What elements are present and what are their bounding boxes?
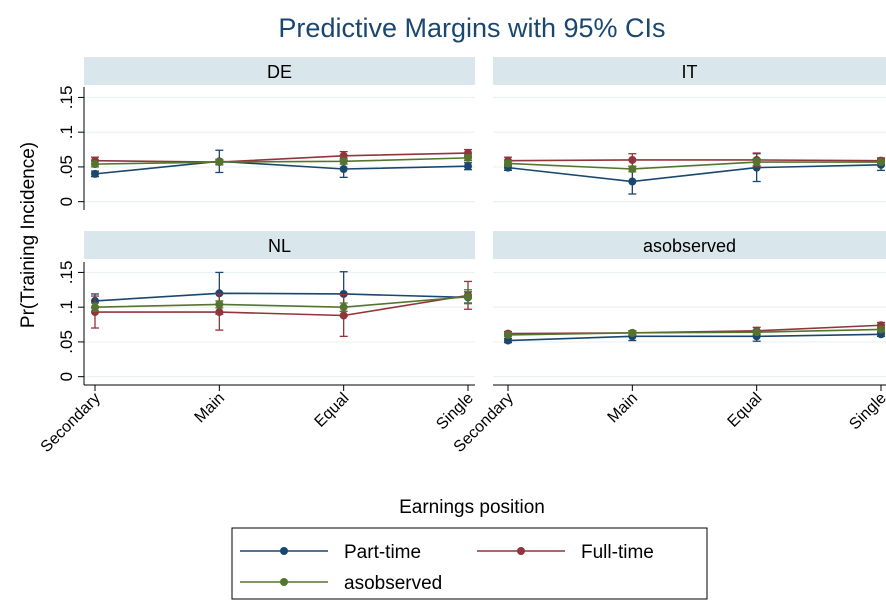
marker [339, 157, 348, 166]
marker [339, 311, 348, 320]
marker [504, 336, 512, 345]
panel-title: IT [682, 62, 698, 82]
marker [215, 289, 224, 298]
y-tick-label: .05 [57, 330, 76, 354]
panel-title: asobserved [643, 236, 736, 256]
marker [628, 177, 637, 186]
series-line [94, 160, 469, 175]
panel-header [84, 231, 475, 259]
panel-header [493, 231, 886, 259]
series-line [94, 295, 469, 308]
legend-label: asobserved [344, 573, 442, 594]
marker [877, 325, 885, 334]
panel-header [493, 57, 886, 85]
y-tick-label: .1 [57, 125, 76, 139]
series-line [94, 292, 469, 302]
marker [752, 328, 761, 337]
panel-title: NL [268, 236, 291, 256]
y-tick-label: 0 [57, 197, 76, 206]
marker [628, 155, 637, 164]
panel-title: DE [267, 62, 292, 82]
legend-marker [280, 578, 288, 586]
marker [464, 292, 472, 301]
legend-label: Full-time [581, 542, 654, 563]
series-line [94, 152, 469, 163]
legend-box [231, 527, 708, 600]
y-axis-label: Pr(Training Incidence) [18, 142, 39, 328]
marker [339, 165, 348, 173]
series-line [507, 164, 882, 183]
marker [877, 158, 885, 167]
marker [464, 162, 472, 171]
series-line [507, 161, 881, 170]
series-line [507, 328, 882, 336]
marker [464, 153, 472, 162]
marker [339, 151, 348, 160]
marker [504, 159, 512, 168]
y-tick-label: .15 [57, 261, 76, 285]
y-tick-label: .1 [57, 300, 76, 314]
marker [504, 330, 512, 339]
marker [215, 300, 224, 309]
y-tick-label: .15 [57, 86, 76, 110]
marker [628, 165, 637, 173]
series-line [507, 333, 882, 342]
legend-label: Part-time [344, 542, 421, 563]
x-axis-label: Earnings position [399, 497, 545, 518]
marker [91, 303, 99, 312]
marker [91, 169, 99, 178]
series-line [94, 157, 469, 165]
y-tick-label: .05 [57, 155, 76, 179]
y-tick-label: 0 [57, 372, 76, 381]
chart-title: Predictive Margins with 95% CIs [278, 13, 665, 43]
marker [215, 308, 224, 317]
marker [215, 158, 224, 167]
legend-marker [280, 547, 288, 555]
marker [752, 158, 761, 167]
series-line [507, 159, 882, 162]
marker [339, 289, 348, 298]
marker [339, 303, 348, 312]
series-line [95, 294, 469, 317]
marker [91, 160, 99, 169]
marker [628, 328, 637, 337]
legend-marker [517, 547, 525, 555]
panel-header [84, 57, 475, 85]
